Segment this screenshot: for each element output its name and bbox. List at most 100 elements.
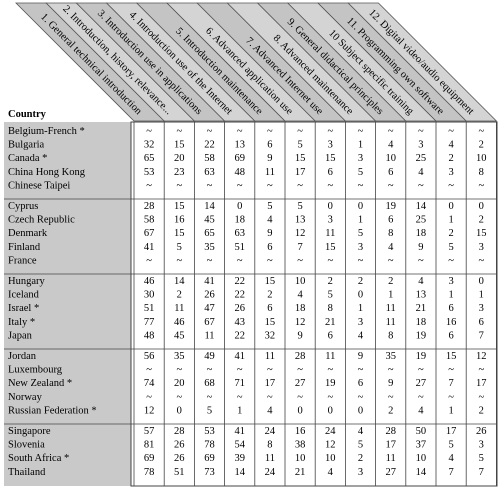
cell-value: 50 — [416, 426, 427, 437]
cell-value: 3 — [448, 167, 453, 178]
cell-value: 51 — [234, 242, 245, 253]
cell-value: ~ — [388, 126, 394, 137]
data-area — [130, 121, 498, 487]
country-name: Iceland — [8, 290, 40, 301]
cell-value: 58 — [144, 215, 155, 226]
cell-value: ~ — [478, 365, 484, 376]
cell-value: ~ — [237, 392, 243, 403]
cell-value: 13 — [295, 215, 306, 226]
cell-value: 4 — [297, 290, 303, 301]
country-name: Norway — [8, 392, 43, 403]
cell-value: 57 — [144, 426, 155, 437]
cell-value: 41 — [234, 351, 245, 362]
cell-value: ~ — [388, 365, 394, 376]
cell-value: ~ — [418, 180, 424, 191]
cell-value: 7 — [479, 330, 484, 341]
cell-value: ~ — [207, 392, 213, 403]
country-name: Denmark — [8, 228, 48, 239]
cell-value: 3 — [358, 153, 363, 164]
cell-value: 2 — [448, 153, 453, 164]
cell-value: 48 — [234, 167, 245, 178]
cell-value: 7 — [297, 242, 302, 253]
cell-value: 19 — [385, 201, 396, 212]
cell-value: 10 — [295, 453, 306, 464]
cell-value: 15 — [476, 228, 487, 239]
cell-value: 17 — [446, 426, 457, 437]
cell-value: 43 — [234, 317, 245, 328]
cell-value: 15 — [174, 201, 185, 212]
cell-value: ~ — [358, 180, 364, 191]
cell-value: 1 — [448, 405, 453, 416]
cell-value: ~ — [297, 255, 303, 266]
cell-value: 3 — [358, 317, 363, 328]
cell-value: ~ — [237, 365, 243, 376]
cell-value: 63 — [234, 228, 245, 239]
cell-value: ~ — [267, 255, 273, 266]
cell-value: 5 — [358, 440, 363, 451]
cell-value: ~ — [448, 392, 454, 403]
cell-value: 26 — [476, 426, 487, 437]
cell-value: 26 — [204, 290, 215, 301]
cell-value: ~ — [237, 180, 243, 191]
cell-value: 56 — [144, 351, 155, 362]
cell-value: 7 — [448, 467, 453, 478]
cell-value: ~ — [237, 255, 243, 266]
cell-value: 12 — [295, 317, 306, 328]
cell-value: 30 — [144, 290, 155, 301]
cell-value: 71 — [234, 378, 245, 389]
cell-value: 12 — [144, 405, 155, 416]
cell-value: 15 — [265, 276, 276, 287]
cell-value: 32 — [265, 330, 276, 341]
cell-value: 53 — [144, 167, 155, 178]
cell-value: 1 — [388, 290, 393, 301]
cell-value: ~ — [207, 126, 213, 137]
cell-value: 27 — [385, 467, 396, 478]
cell-value: ~ — [448, 180, 454, 191]
cell-value: ~ — [176, 392, 182, 403]
header-band — [347, 2, 498, 122]
cell-value: 15 — [325, 153, 336, 164]
cell-value: ~ — [207, 365, 213, 376]
cell-value: 5 — [267, 201, 272, 212]
cell-value: 28 — [144, 201, 155, 212]
cell-value: 28 — [385, 426, 396, 437]
country-name: New Zealand * — [8, 378, 72, 389]
cell-value: 6 — [267, 140, 272, 151]
cell-value: 69 — [144, 453, 155, 464]
cell-value: 0 — [177, 405, 182, 416]
cell-value: 4 — [388, 140, 394, 151]
cell-value: 15 — [174, 228, 185, 239]
cell-value: ~ — [418, 365, 424, 376]
cell-value: 22 — [234, 276, 245, 287]
cell-value: ~ — [418, 392, 424, 403]
cell-value: 0 — [328, 405, 333, 416]
cell-value: 23 — [174, 167, 185, 178]
cell-value: ~ — [176, 365, 182, 376]
cell-value: 19 — [416, 351, 427, 362]
cell-value: 7 — [479, 467, 484, 478]
country-header: Country — [8, 109, 47, 120]
cell-value: 6 — [448, 330, 453, 341]
cell-value: 11 — [204, 330, 214, 341]
cell-value: 0 — [328, 201, 333, 212]
cell-value: 10 — [295, 276, 306, 287]
cell-value: 38 — [295, 440, 306, 451]
cell-value: 5 — [328, 290, 333, 301]
cell-value: ~ — [358, 126, 364, 137]
cell-value: 11 — [325, 228, 335, 239]
cell-value: ~ — [207, 180, 213, 191]
cell-value: 19 — [416, 330, 427, 341]
cell-value: ~ — [358, 365, 364, 376]
cell-value: ~ — [388, 255, 394, 266]
cell-value: 3 — [418, 140, 423, 151]
cell-value: 11 — [386, 453, 396, 464]
cell-value: 5 — [448, 440, 453, 451]
cell-value: 78 — [144, 467, 155, 478]
cell-value: ~ — [267, 392, 273, 403]
cell-value: 54 — [234, 440, 245, 451]
cell-value: 2 — [479, 140, 484, 151]
cell-value: 2 — [479, 405, 484, 416]
cell-value: ~ — [146, 365, 152, 376]
cell-value: ~ — [267, 126, 273, 137]
